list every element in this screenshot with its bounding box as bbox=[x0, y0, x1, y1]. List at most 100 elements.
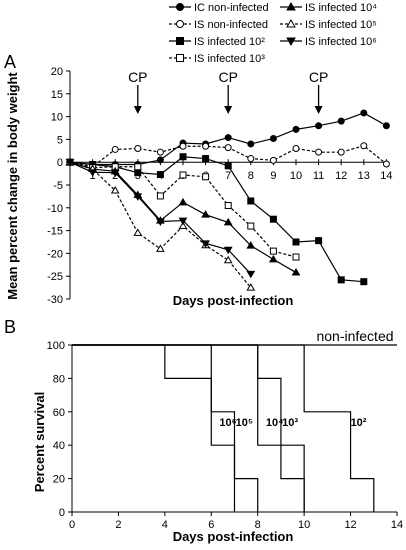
cp-arrow-head bbox=[133, 106, 142, 114]
non-infected-label: non-infected bbox=[316, 328, 393, 344]
legend-marker bbox=[176, 3, 184, 11]
data-point bbox=[179, 171, 187, 179]
cp-arrow-head bbox=[224, 106, 233, 114]
data-point bbox=[292, 238, 300, 246]
data-point bbox=[178, 197, 188, 206]
data-point bbox=[156, 148, 164, 156]
data-point bbox=[247, 155, 255, 163]
legend-marker bbox=[286, 1, 296, 11]
data-point bbox=[65, 159, 75, 167]
data-point bbox=[156, 171, 164, 179]
group-label: 10⁴ bbox=[266, 417, 284, 429]
y-tick-label: 100 bbox=[47, 340, 65, 352]
data-point bbox=[315, 148, 323, 156]
group-label: 10² bbox=[351, 417, 367, 429]
data-point bbox=[337, 148, 345, 156]
legend-label: IS non-infected bbox=[194, 19, 268, 31]
x-tick-label: 14 bbox=[391, 519, 403, 531]
x-tick-label: 8 bbox=[248, 170, 254, 182]
data-point bbox=[269, 247, 277, 255]
panel-a-label: A bbox=[4, 52, 16, 72]
y-tick-label: 40 bbox=[53, 440, 65, 452]
x-axis-title: Days post-infection bbox=[173, 293, 294, 308]
y-axis-title: Percent survival bbox=[32, 392, 47, 492]
data-point bbox=[202, 155, 210, 163]
data-point bbox=[110, 169, 120, 178]
data-point bbox=[246, 270, 256, 279]
legend-label: IS infected 10³ bbox=[194, 53, 265, 65]
x-tick-label: 10 bbox=[298, 519, 310, 531]
data-point bbox=[202, 173, 210, 181]
cp-arrow-head bbox=[314, 106, 323, 114]
group-label: 10⁵ bbox=[236, 417, 253, 429]
x-tick-label: 13 bbox=[358, 170, 370, 182]
data-point bbox=[246, 283, 256, 291]
y-tick-label: -15 bbox=[47, 226, 63, 238]
series-line bbox=[69, 156, 364, 283]
x-tick-label: 2 bbox=[115, 519, 121, 531]
data-point bbox=[224, 202, 232, 210]
data-point bbox=[133, 228, 143, 236]
y-axis-title: Mean percent change in body weight bbox=[5, 72, 20, 300]
legend-label: IS infected 10² bbox=[194, 36, 265, 48]
data-point bbox=[292, 145, 300, 153]
survival-line bbox=[72, 344, 236, 512]
cp-annotation: CP bbox=[309, 69, 328, 85]
x-tick-label: 12 bbox=[335, 170, 347, 182]
x-tick-label: 8 bbox=[255, 519, 261, 531]
data-point bbox=[223, 255, 233, 264]
y-tick-label: 20 bbox=[51, 66, 63, 78]
legend: IC non-infected IS non-infected IS infecte… bbox=[169, 1, 377, 65]
data-point bbox=[269, 134, 277, 142]
data-point bbox=[292, 125, 300, 133]
data-point bbox=[133, 193, 143, 201]
y-tick-label: -30 bbox=[47, 294, 63, 306]
x-tick-label: 7 bbox=[225, 170, 231, 182]
data-point bbox=[360, 109, 368, 117]
legend-marker bbox=[176, 54, 184, 62]
data-point bbox=[247, 222, 255, 230]
data-point bbox=[247, 197, 255, 205]
data-point bbox=[111, 145, 119, 153]
legend-marker bbox=[176, 20, 184, 28]
data-point bbox=[156, 192, 164, 200]
data-point bbox=[223, 246, 233, 255]
x-axis-title: Days post-infection bbox=[173, 529, 294, 544]
legend-label: IS infected 10⁵ bbox=[305, 19, 377, 31]
data-point bbox=[202, 142, 210, 150]
data-point bbox=[382, 122, 390, 130]
legend-label: IS infected 10⁶ bbox=[305, 36, 377, 48]
x-tick-label: 0 bbox=[69, 519, 75, 531]
data-point bbox=[269, 156, 277, 164]
data-point bbox=[134, 169, 142, 177]
y-tick-label: 80 bbox=[53, 373, 65, 385]
data-point bbox=[88, 169, 97, 177]
legend-marker bbox=[286, 18, 296, 28]
x-tick-label: 4 bbox=[162, 519, 168, 531]
data-point bbox=[224, 162, 232, 170]
legend-label: IS infected 10⁴ bbox=[305, 2, 377, 14]
x-tick-label: 3 bbox=[135, 170, 141, 182]
data-point bbox=[156, 244, 165, 252]
y-tick-label: -5 bbox=[53, 180, 63, 192]
y-tick-label: 0 bbox=[57, 157, 63, 169]
data-point bbox=[156, 156, 164, 164]
data-point bbox=[382, 160, 390, 168]
legend-marker bbox=[176, 37, 184, 45]
data-point bbox=[246, 241, 256, 249]
group-label: 10⁶ bbox=[219, 417, 236, 429]
data-point bbox=[224, 144, 232, 152]
data-point bbox=[134, 145, 142, 153]
weight-chart: 20151050-5-10-15-20-25-30123456789101112… bbox=[5, 66, 393, 308]
data-point bbox=[269, 215, 277, 223]
y-tick-label: 20 bbox=[53, 474, 65, 486]
data-point bbox=[360, 278, 368, 286]
data-point bbox=[110, 185, 120, 194]
data-point bbox=[291, 268, 301, 276]
data-point bbox=[247, 140, 255, 148]
data-point bbox=[134, 163, 142, 171]
y-tick-label: 60 bbox=[53, 407, 65, 419]
y-tick-label: 15 bbox=[51, 89, 63, 101]
